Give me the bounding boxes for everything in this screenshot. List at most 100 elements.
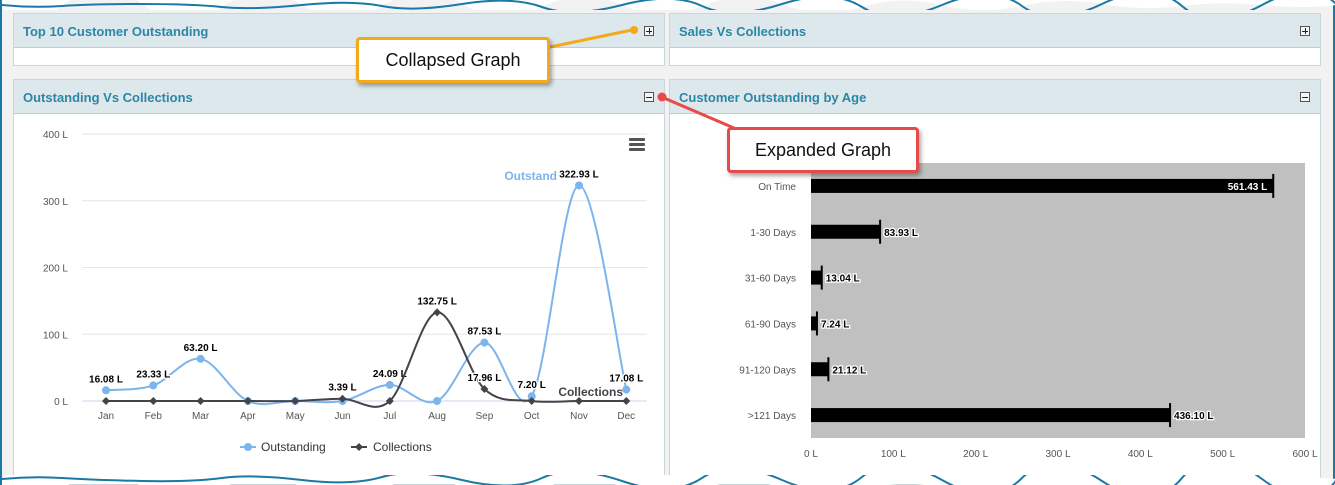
panel-sales-vs-collections: Sales Vs Collections [669,13,1321,66]
data-point-collections[interactable] [102,397,110,405]
panel-header: Outstanding Vs Collections [14,80,664,114]
x-tick-label: Mar [192,411,210,422]
data-point-collections[interactable] [291,397,300,405]
data-label: 16.08 L [89,374,123,385]
age-bar[interactable] [811,270,822,285]
data-point-outstanding[interactable] [433,397,442,405]
collapsed-callout-pointer [549,28,633,49]
minus-square-icon[interactable] [1300,92,1310,102]
data-label: 24.09 L [373,369,407,380]
bar-data-label: 83.93 L [884,228,918,239]
data-label: 63.20 L [184,343,218,354]
data-point-collections[interactable] [622,397,631,405]
data-label: 17.96 L [467,373,501,384]
data-label: 3.39 L [328,383,356,394]
data-point-outstanding[interactable] [622,385,631,394]
data-point-collections[interactable] [196,397,205,405]
x-tick-label: Nov [570,411,588,422]
data-point-outstanding[interactable] [196,354,205,363]
plus-square-icon[interactable] [1300,26,1310,36]
x-tick-label: 100 L [881,449,906,460]
minus-square-icon[interactable] [644,92,654,102]
panel-title: Outstanding Vs Collections [23,90,193,105]
legend-item-outstanding[interactable]: Outstanding [261,440,326,454]
data-point-outstanding[interactable] [385,380,394,389]
data-point-collections[interactable] [527,397,536,405]
y-tick-label: 300 L [43,197,68,208]
data-label: 322.93 L [559,169,598,180]
panel-header: Sales Vs Collections [670,14,1320,48]
data-label: 132.75 L [417,296,456,307]
data-point-outstanding[interactable] [575,181,583,190]
x-tick-label: Sep [476,411,494,422]
y-category-label: 61-90 Days [745,319,796,330]
data-point-collections[interactable] [385,397,394,405]
y-category-label: 31-60 Days [745,274,796,285]
x-tick-label: Dec [617,411,635,422]
panel-header: Top 10 Customer Outstanding [14,14,664,48]
callout-expanded-graph: Expanded Graph [727,127,919,173]
y-tick-label: 200 L [43,264,68,275]
series-inline-label-outstanding: Outstand [504,169,557,183]
x-tick-label: Apr [240,411,256,422]
y-category-label: 1-30 Days [750,228,796,239]
age-bar[interactable] [811,316,817,331]
panel-header: Customer Outstanding by Age [670,80,1320,114]
data-point-outstanding[interactable] [480,338,489,347]
expanded-callout-dot [657,92,667,102]
data-point-outstanding[interactable] [527,392,536,401]
data-point-collections[interactable] [149,397,158,405]
torn-edge-top [2,0,1335,10]
x-tick-label: Jun [334,411,350,422]
data-point-outstanding[interactable] [102,386,110,395]
y-tick-label: 100 L [43,330,68,341]
panel-title: Customer Outstanding by Age [679,90,867,105]
callout-collapsed-graph: Collapsed Graph [356,37,550,83]
x-tick-label: 300 L [1045,449,1070,460]
data-point-collections[interactable] [338,394,347,403]
data-label: 87.53 L [467,327,501,338]
plus-square-icon[interactable] [644,26,654,36]
legend-marker-collections[interactable] [355,443,363,451]
age-bar[interactable] [811,224,881,239]
x-tick-label: Jul [383,411,396,422]
x-tick-label: Aug [428,411,446,422]
data-point-collections[interactable] [575,397,583,405]
x-tick-label: 400 L [1128,449,1153,460]
age-bar[interactable] [811,178,1274,193]
x-tick-label: 200 L [963,449,988,460]
data-point-outstanding[interactable] [149,381,158,390]
data-label: 23.33 L [136,369,170,380]
x-tick-label: May [286,411,305,422]
bar-data-label: 21.12 L [832,365,866,376]
data-label: 7.20 L [518,380,546,391]
data-point-collections[interactable] [480,385,489,394]
x-tick-label: Feb [145,411,163,422]
data-label: 17.08 L [609,374,643,385]
x-tick-label: 0 L [804,449,818,460]
bar-data-label: 436.10 L [1174,411,1213,422]
expanded-callout-pointer [663,96,735,130]
y-tick-label: 400 L [43,130,68,141]
series-inline-label-collections: Collections [558,385,623,399]
y-category-label: On Time [758,182,796,193]
y-category-label: 91-120 Days [739,365,796,376]
panel-title: Top 10 Customer Outstanding [23,24,209,39]
torn-edge-bottom [2,475,1335,485]
plot-background [811,163,1305,438]
x-tick-label: Oct [524,411,540,422]
legend-marker-outstanding[interactable] [244,443,252,451]
panel-title: Sales Vs Collections [679,24,807,39]
series-line-outstanding [105,184,628,406]
bar-data-label: 561.43 L [1228,182,1267,193]
data-point-collections[interactable] [243,397,252,405]
hamburger-menu-icon[interactable] [629,138,645,152]
age-bar[interactable] [811,362,829,377]
legend-item-collections[interactable]: Collections [373,440,432,454]
x-tick-label: 600 L [1292,449,1317,460]
data-point-collections[interactable] [433,308,442,317]
age-bar[interactable] [811,408,1171,423]
